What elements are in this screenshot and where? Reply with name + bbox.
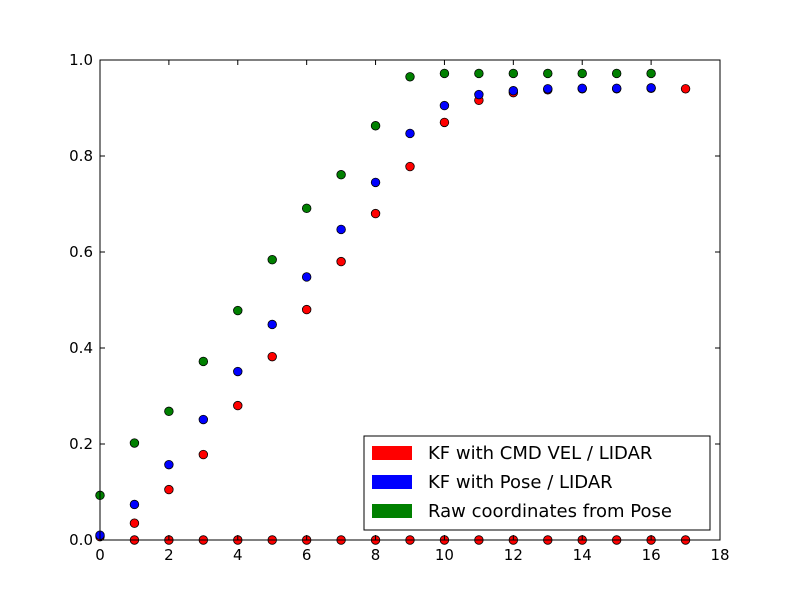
data-point: [680, 84, 691, 94]
data-point: [646, 83, 656, 93]
data-point: [233, 400, 243, 411]
points-layer: [95, 68, 691, 545]
y-tick-label: 0.8: [69, 147, 93, 165]
y-tick-label: 0.2: [69, 435, 93, 453]
x-tick-label: 10: [435, 546, 454, 564]
axis-ticks: 0 2 4 6 8 10 12 14 16 18 0.0 0.2 0.4 0.6 0.8 1.0: [69, 51, 729, 564]
legend-swatch: [372, 446, 412, 460]
x-tick-label: 12: [504, 546, 523, 564]
legend-box: [363, 435, 711, 531]
plot-frame: [99, 59, 721, 541]
data-point: [164, 459, 174, 470]
data-point: [543, 68, 553, 79]
data-point: [336, 170, 346, 180]
y-tick-label: 0.0: [69, 531, 93, 549]
x-tick-label: 18: [710, 546, 729, 564]
x-tick-label: 16: [642, 546, 661, 564]
data-point: [577, 83, 587, 94]
data-point: [267, 319, 277, 330]
x-tick-label: 2: [164, 546, 174, 564]
x-tick-label: 0: [95, 546, 105, 564]
legend: KF with CMD VEL / LIDAR KF with Pose / LI…: [363, 435, 711, 531]
data-point: [164, 484, 174, 495]
data-point: [474, 68, 484, 79]
data-point: [370, 177, 381, 188]
data-point: [405, 161, 415, 172]
data-point: [129, 518, 140, 528]
legend-label: KF with Pose / LIDAR: [428, 472, 613, 493]
data-point: [646, 68, 656, 79]
x-tick-label: 4: [233, 546, 243, 564]
data-point: [301, 272, 312, 282]
data-point: [233, 305, 243, 316]
data-point: [164, 406, 174, 417]
data-point: [439, 68, 450, 79]
data-point: [267, 254, 277, 265]
data-point: [301, 203, 312, 214]
data-point: [336, 256, 346, 267]
data-point: [508, 86, 519, 96]
data-point: [198, 414, 209, 425]
data-point: [508, 68, 519, 79]
data-point: [611, 68, 622, 79]
legend-swatch: [372, 475, 412, 489]
legend-label: KF with CMD VEL / LIDAR: [428, 443, 652, 464]
data-point: [405, 72, 415, 82]
x-tick-label: 14: [573, 546, 592, 564]
y-tick-label: 0.4: [69, 339, 93, 357]
x-tick-label: 8: [371, 546, 381, 564]
data-point: [543, 84, 553, 94]
legend-swatch: [372, 504, 412, 518]
legend-label: Raw coordinates from Pose: [428, 501, 672, 522]
y-tick-label: 1.0: [69, 51, 93, 69]
data-point: [336, 224, 346, 235]
data-point: [405, 128, 415, 139]
data-point: [267, 351, 277, 362]
data-point: [301, 304, 312, 315]
data-point: [577, 68, 587, 79]
data-point: [611, 83, 622, 94]
data-point: [439, 100, 450, 111]
data-point: [370, 208, 381, 219]
y-tick-label: 0.6: [69, 243, 93, 261]
x-tick-label: 6: [302, 546, 312, 564]
data-point: [233, 366, 243, 377]
data-point: [129, 499, 140, 510]
data-point: [439, 117, 450, 128]
data-point: [129, 438, 140, 448]
data-point: [198, 356, 209, 367]
data-point: [198, 449, 209, 460]
data-point: [370, 121, 381, 131]
data-point: [474, 89, 484, 100]
